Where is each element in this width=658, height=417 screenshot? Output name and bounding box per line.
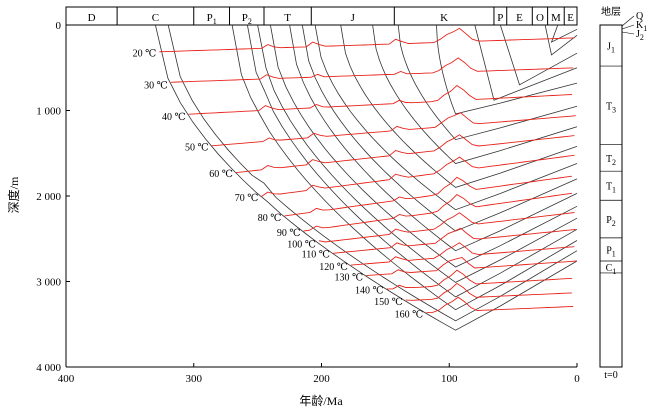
isotherm-curve: [211, 112, 576, 147]
isotherm-label: 110 ℃: [302, 250, 330, 261]
x-axis-label: 年龄/Ma: [299, 394, 343, 408]
x-tick-label: 100: [441, 373, 458, 385]
burial-curve: [270, 24, 578, 268]
period-label: P1: [207, 12, 217, 26]
period-header: D C P1 P2 T J K P E O M E: [65, 6, 578, 26]
burial-curve: [289, 24, 578, 252]
y-tick-label: 2 000: [36, 191, 61, 203]
period-label: T: [284, 12, 291, 24]
strat-top-leader: [621, 31, 635, 35]
burial-curves: [155, 24, 578, 331]
isotherm-curve: [159, 27, 575, 53]
burial-curve: [155, 24, 578, 331]
isotherm-label: 130 ℃: [335, 272, 364, 283]
burial-curve: [397, 24, 578, 141]
isotherm-label: 150 ℃: [374, 297, 403, 308]
isotherm-label: 30 ℃: [144, 80, 168, 91]
isotherm-label: 80 ℃: [258, 213, 282, 224]
period-label: E: [567, 12, 574, 24]
strat-unit-label: T1: [606, 182, 616, 195]
burial-curve: [544, 24, 578, 56]
strat-column-title: 地层: [601, 5, 621, 18]
period-label: P: [497, 12, 503, 24]
period-label: D: [88, 12, 96, 24]
strat-unit-label: T2: [606, 154, 616, 167]
period-label: P2: [242, 12, 252, 26]
isotherm-curve: [318, 212, 575, 243]
burial-curve: [314, 24, 578, 211]
isotherm-label: 120 ℃: [319, 262, 348, 273]
isotherm-label: 40 ℃: [162, 112, 186, 123]
x-tick-label: 400: [58, 373, 75, 385]
isotherm-curve: [426, 296, 574, 314]
burial-curve: [499, 24, 578, 86]
burial-curve: [372, 24, 578, 164]
isotherm-curve: [284, 175, 572, 217]
isotherm-label: 140 ℃: [355, 285, 384, 296]
isotherm-curve: [235, 134, 575, 174]
period-label: K: [440, 12, 448, 24]
isotherm-curve: [366, 257, 578, 277]
isotherm-label: 70 ℃: [235, 193, 259, 204]
strat-unit-label: P2: [606, 215, 616, 228]
burial-curve: [257, 24, 578, 283]
period-label: E: [516, 12, 523, 24]
isotherm-curve: [170, 57, 574, 83]
strat-column-bottom-label: t=0: [604, 370, 617, 381]
y-tick-label: 4 000: [36, 362, 61, 374]
x-tick-label: 200: [313, 373, 330, 385]
strat-unit-label: T3: [606, 101, 616, 114]
x-tick-label: 0: [574, 373, 580, 385]
strat-top-label: J2: [636, 29, 644, 42]
burial-curve: [247, 24, 578, 298]
strat-top-leader: [621, 24, 635, 30]
isotherm-label: 160 ℃: [395, 309, 424, 320]
burial-curve: [231, 24, 578, 311]
strat-top-label: Q: [636, 11, 644, 22]
strat-unit-label: J1: [607, 42, 615, 55]
y-tick-label: 0: [56, 20, 62, 32]
burial-curve: [436, 24, 578, 115]
period-label: M: [551, 12, 561, 24]
isotherm-curve: [350, 242, 575, 266]
strat-top-label: K1: [636, 20, 647, 33]
isotherm-label: 90 ℃: [277, 228, 301, 239]
isotherm-label: 100 ℃: [287, 240, 316, 251]
burial-curve: [474, 24, 578, 101]
isotherm-curve: [261, 154, 575, 197]
y-axis-label: 深度/m: [6, 176, 21, 213]
y-tick-label: 3 000: [36, 277, 61, 289]
isotherm-curve: [386, 269, 572, 290]
burial-curve: [167, 24, 578, 322]
strat-unit-label: P1: [606, 245, 616, 258]
period-label: C: [152, 12, 159, 24]
y-tick-label: 1 000: [36, 106, 61, 118]
strat-column-box: [599, 24, 623, 368]
burial-curve: [301, 24, 578, 232]
isotherm-curve: [405, 282, 572, 301]
burial-curve: [550, 24, 578, 43]
isotherm-curve: [188, 85, 572, 115]
strat-top-leader: [621, 15, 635, 27]
isotherm-label: 50 ℃: [185, 142, 209, 153]
isotherm-curve: [332, 227, 576, 254]
period-label: J: [351, 12, 356, 24]
burial-curve: [340, 24, 578, 188]
isotherm-label: 60 ℃: [209, 169, 233, 180]
isotherm-curve: [303, 192, 572, 232]
isotherm-label: 20 ℃: [133, 49, 157, 60]
strat-unit-label: C1: [606, 263, 617, 276]
period-label: O: [536, 12, 544, 24]
x-tick-label: 300: [186, 373, 203, 385]
